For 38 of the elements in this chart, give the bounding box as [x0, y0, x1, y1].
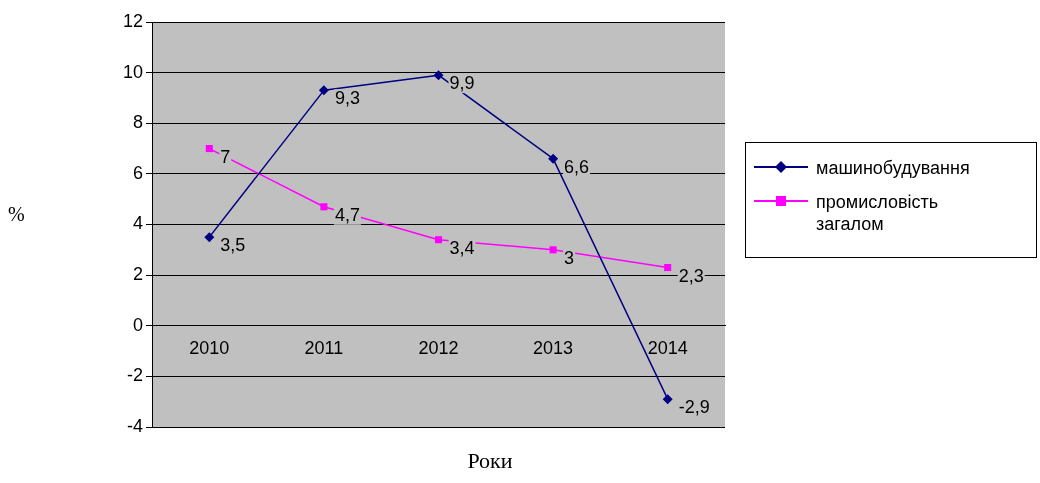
data-label: 3: [564, 247, 575, 268]
point: [205, 145, 213, 153]
data-label: 3,4: [449, 237, 475, 258]
legend-label: промисловість загалом: [816, 191, 940, 235]
y-tick-label: 2: [132, 264, 143, 285]
x-tick-label: 2013: [533, 337, 574, 358]
data-label: 3,5: [220, 235, 246, 256]
point: [662, 394, 673, 405]
data-label: 4,7: [334, 204, 360, 225]
data-label: 2,3: [678, 265, 704, 286]
legend-label: машинобудування: [816, 157, 971, 179]
point: [318, 85, 329, 96]
x-tick-label: 2010: [189, 337, 230, 358]
point: [320, 203, 328, 211]
data-label: 7: [220, 146, 231, 167]
x-tick-label: 2011: [304, 337, 344, 358]
data-label: 9,9: [449, 73, 475, 94]
y-tick-label: 10: [122, 61, 143, 82]
y-tick-label: 6: [132, 162, 143, 183]
x-tick-label: 2012: [418, 337, 459, 358]
point: [548, 153, 559, 164]
point: [433, 70, 444, 81]
x-axis-title: Роки: [466, 448, 514, 474]
data-label: 9,3: [334, 88, 360, 109]
y-tick-label: 8: [132, 112, 143, 133]
y-axis-title: %: [8, 203, 25, 226]
y-tick-label: 12: [122, 10, 143, 31]
y-tick-label: -2: [126, 365, 143, 386]
point: [204, 232, 215, 243]
data-label: 6,6: [564, 156, 590, 177]
y-tick-label: 4: [132, 213, 143, 234]
y-tick-label: 0: [132, 314, 143, 335]
y-tick-label: -4: [126, 415, 143, 436]
data-label: -2,9: [678, 397, 710, 418]
point: [434, 236, 443, 244]
x-tick-label: 2014: [647, 337, 688, 358]
point: [549, 246, 557, 254]
point: [664, 264, 672, 272]
